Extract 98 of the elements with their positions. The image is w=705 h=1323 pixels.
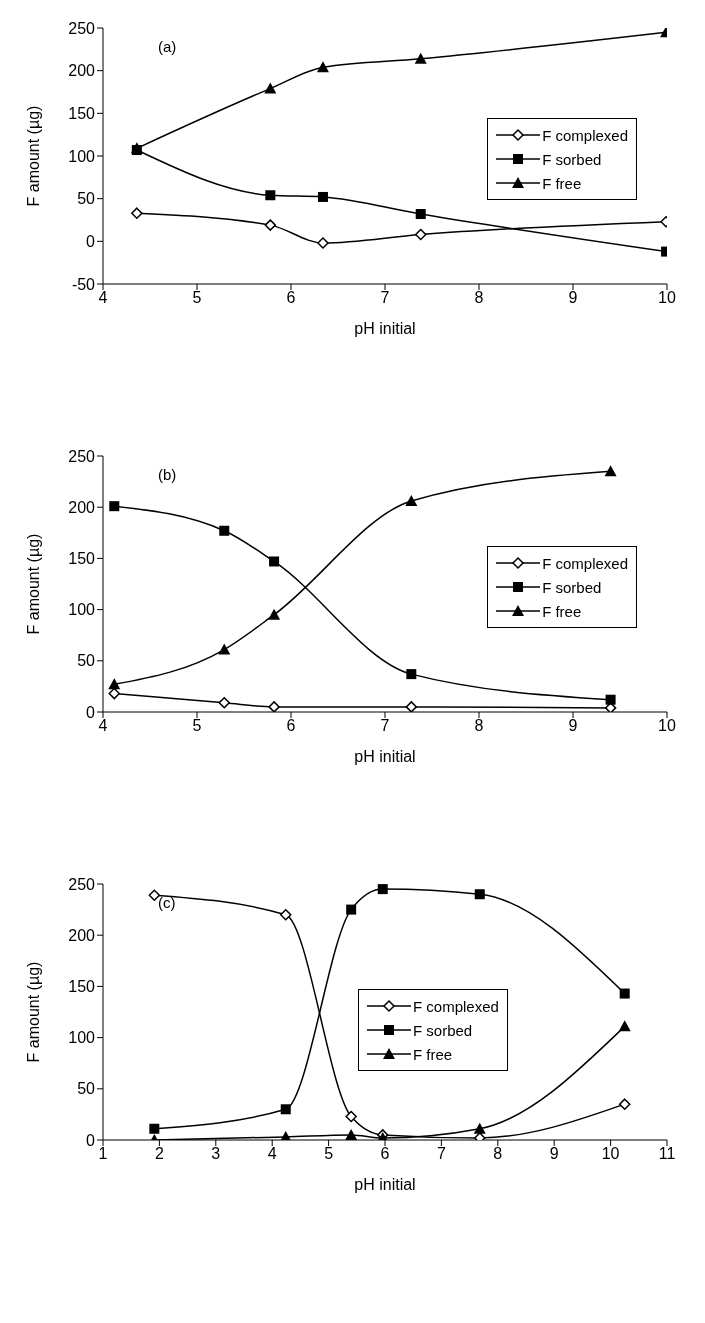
point [618,1020,631,1032]
x-tick-label: 5 [192,717,202,735]
point [317,237,329,249]
x-tick-label: 6 [286,289,296,307]
x-tick-label: 8 [493,1145,503,1163]
legend-label: F sorbed [542,150,602,168]
x-tick-label: 7 [380,289,390,307]
y-tick-label: 100 [68,147,96,165]
point [316,61,329,73]
point [109,501,120,512]
point [405,701,418,712]
point [406,669,417,680]
x-tick-label: 5 [192,289,202,307]
legend-label: F complexed [542,554,628,572]
point [414,52,427,64]
point [280,1104,291,1115]
x-tick-label: 7 [380,717,390,735]
x-tick-label: 1 [98,1145,108,1163]
point [219,525,230,536]
x-tick-label: 4 [267,1145,277,1163]
point [605,694,616,705]
point [268,701,280,712]
point [619,988,630,999]
point [131,207,143,219]
y-tick-label: 200 [68,926,96,944]
x-tick-label: 10 [658,717,676,735]
x-tick-label: 7 [436,1145,446,1163]
point [345,1110,357,1123]
legend-label: F complexed [542,126,628,144]
legend-label: F complexed [413,997,499,1015]
y-tick-label: 250 [68,447,96,465]
y-axis-title: F amount (µg) [24,961,42,1063]
point [264,82,277,94]
y-tick-label: 250 [68,875,96,893]
x-tick-label: 9 [549,1145,559,1163]
y-tick-label: 50 [77,1080,96,1098]
point [265,190,276,201]
x-tick-label: 11 [658,1145,676,1163]
x-tick-label: 6 [380,1145,390,1163]
point [604,465,617,477]
y-tick-label: 100 [68,601,96,619]
y-tick-label: 0 [86,233,96,251]
point [474,889,485,900]
x-tick-label: 4 [98,717,108,735]
y-tick-label: 150 [68,550,96,568]
x-axis-title: pH initial [354,748,416,765]
y-tick-label: 150 [68,978,96,996]
legend-label: F free [542,602,582,620]
x-tick-label: 5 [324,1145,334,1163]
point [218,643,231,655]
y-tick-label: 50 [77,190,96,208]
point [268,608,281,620]
point [269,556,280,567]
x-axis-title: pH initial [354,320,416,337]
x-tick-label: 2 [154,1145,164,1163]
legend-label: F sorbed [542,578,602,596]
y-tick-label: 250 [68,19,96,37]
y-tick-label: 150 [68,105,96,123]
legend-label: F free [542,174,582,192]
point [415,209,426,220]
x-tick-label: 9 [568,289,578,307]
annotation: (a) [158,38,177,55]
x-tick-label: 9 [568,717,578,735]
y-tick-label: 200 [68,62,96,80]
point [264,219,277,231]
y-tick-label: -50 [71,275,96,293]
legend-label: F sorbed [413,1021,473,1039]
x-axis-title: pH initial [354,1176,416,1193]
y-axis-title: F amount (µg) [24,533,42,635]
point [618,1098,631,1110]
x-tick-label: 10 [658,289,676,307]
y-tick-label: 50 [77,652,96,670]
x-tick-label: 3 [211,1145,221,1163]
x-tick-label: 8 [474,717,484,735]
x-tick-label: 8 [474,289,484,307]
point [377,884,388,895]
y-tick-label: 0 [86,1131,96,1149]
point [317,191,328,202]
y-tick-label: 200 [68,498,96,516]
annotation: (c) [158,894,176,911]
point [108,678,121,690]
point [279,908,292,921]
point [405,495,418,507]
x-tick-label: 6 [286,717,296,735]
x-tick-label: 10 [601,1145,620,1163]
y-axis-title: F amount (µg) [24,105,42,207]
point [148,889,161,902]
point [346,904,357,915]
y-tick-label: 0 [86,703,96,721]
point [345,1128,358,1140]
x-tick-label: 4 [98,289,108,307]
point [473,1122,486,1134]
annotation: (b) [158,466,177,483]
legend-label: F free [413,1045,453,1063]
point [218,697,231,709]
point [414,228,427,241]
point [149,1123,160,1134]
y-tick-label: 100 [68,1029,96,1047]
